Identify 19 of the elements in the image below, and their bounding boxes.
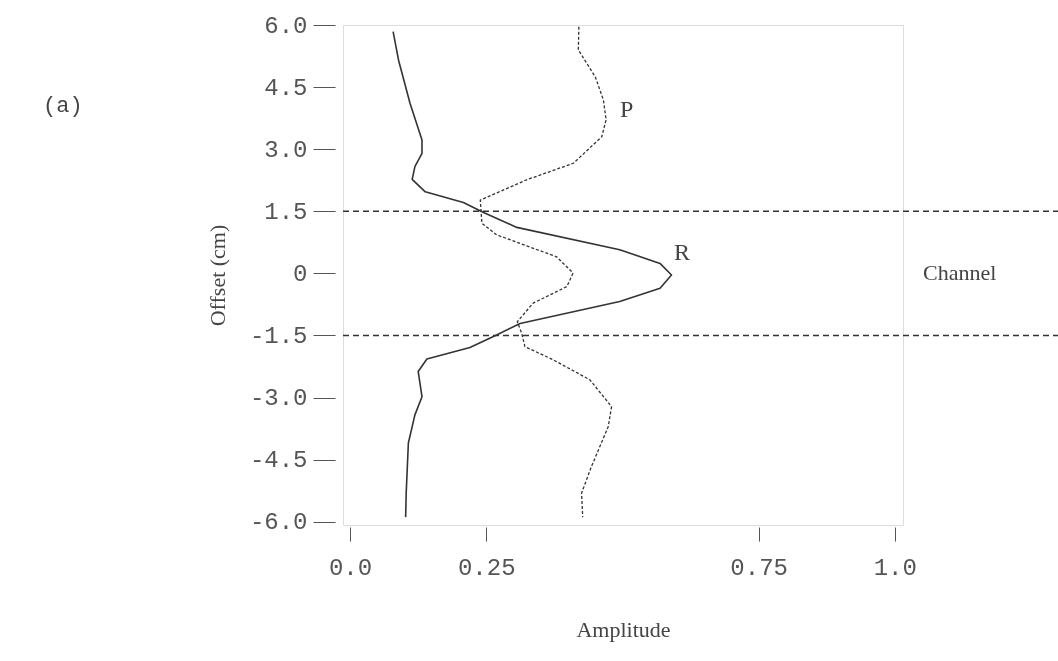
y-tick-label: -3.0 [249, 385, 308, 413]
x-tick-label: 0.25 [457, 554, 516, 582]
y-tick-label: 4.5 [264, 74, 308, 102]
series-label: P [620, 95, 634, 122]
text: Channel [923, 260, 997, 286]
x-tick-label: 0.0 [328, 554, 373, 582]
y-tick-label: 1.5 [264, 198, 308, 226]
y-tick-label: 0 [293, 260, 308, 288]
y-tick-label: -4.5 [249, 447, 308, 475]
x-axis-title: Amplitude [576, 616, 671, 642]
series-label: R [674, 239, 691, 266]
y-tick-label: -6.0 [249, 509, 308, 537]
y-tick-label: -1.5 [249, 322, 308, 350]
x-tick-label: 1.0 [873, 554, 917, 582]
y-tick-label: 6.0 [264, 12, 308, 40]
text: (a) [43, 94, 83, 119]
y-axis-title: Offset (cm) [204, 224, 230, 327]
x-tick-label: 0.75 [730, 554, 788, 582]
y-tick-label: 3.0 [264, 136, 308, 164]
